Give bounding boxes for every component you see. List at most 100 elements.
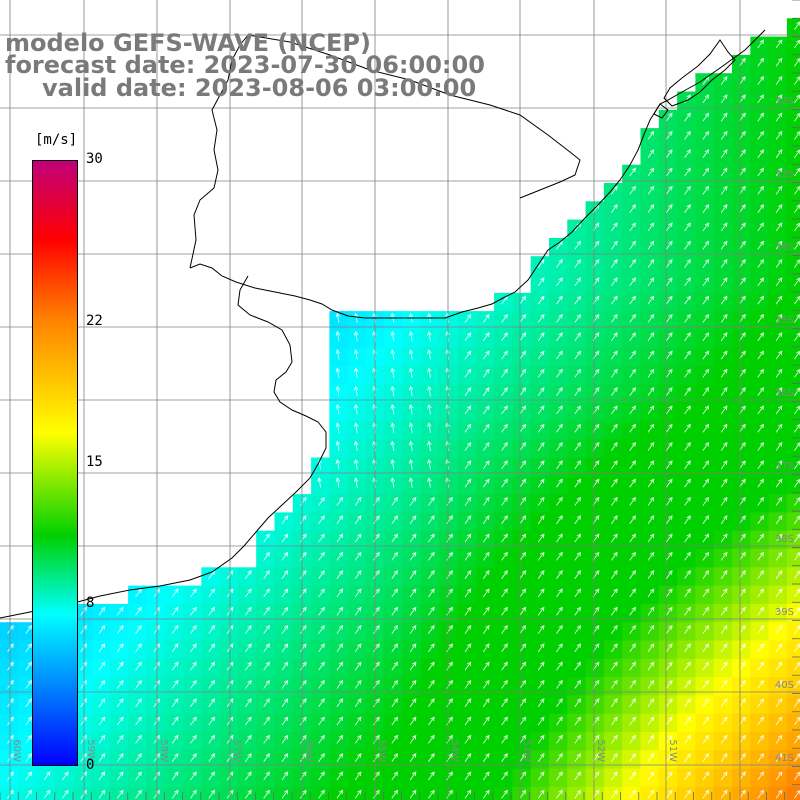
- wind-arrow: [482, 423, 490, 433]
- laguna-dos-patos: [663, 39, 736, 107]
- wind-arrow: [428, 771, 435, 781]
- wind-arrow: [537, 698, 545, 708]
- wind-arrow: [720, 387, 728, 396]
- model-title: modelo GEFS-WAVE (NCEP): [5, 29, 371, 57]
- wind-arrow: [684, 185, 691, 195]
- wind-arrow: [354, 551, 362, 561]
- wind-arrow: [665, 441, 673, 451]
- wind-arrow: [720, 753, 728, 762]
- wind-arrow: [208, 606, 216, 616]
- wind-arrow: [263, 661, 270, 671]
- wind-arrow: [665, 350, 673, 360]
- wind-arrow: [501, 533, 508, 543]
- wind-arrow: [409, 606, 417, 616]
- merin-lagoon: [653, 103, 669, 119]
- wind-arrow: [354, 515, 362, 525]
- wind-arrow: [428, 753, 435, 762]
- wind-arrow: [647, 332, 655, 342]
- wind-speed-cell: [18, 786, 38, 800]
- wind-arrow: [519, 698, 527, 708]
- wind-arrow: [739, 57, 746, 67]
- wind-arrow: [757, 112, 765, 122]
- wind-arrow: [720, 295, 728, 305]
- wind-arrow: [427, 440, 432, 452]
- wind-arrow: [684, 734, 691, 744]
- wind-arrow: [702, 753, 710, 762]
- wind-arrow: [208, 588, 216, 598]
- wind-arrow: [391, 643, 399, 653]
- wind-arrow: [739, 185, 746, 195]
- wind-arrow: [647, 515, 655, 525]
- wind-arrow: [373, 570, 380, 579]
- wind-speed-cell: [786, 494, 800, 513]
- wind-arrow: [408, 403, 414, 415]
- wind-arrow: [574, 258, 582, 268]
- wind-arrow: [409, 496, 417, 506]
- wind-arrow: [702, 277, 710, 287]
- wind-speed-cell: [786, 219, 800, 239]
- wind-arrow: [391, 515, 399, 525]
- wind-arrow: [482, 698, 490, 708]
- wind-arrow: [391, 734, 399, 744]
- wind-arrow: [245, 698, 252, 708]
- wind-arrow: [702, 167, 710, 177]
- wind-arrow: [574, 295, 582, 305]
- wind-arrow: [775, 204, 783, 213]
- wind-arrow: [408, 367, 414, 378]
- wind-arrow: [757, 441, 765, 451]
- wind-arrow: [757, 405, 765, 415]
- wind-arrow: [702, 570, 710, 579]
- wind-arrow: [353, 477, 359, 488]
- wind-arrow: [775, 149, 783, 159]
- wind-arrow: [25, 679, 33, 689]
- wind-arrow: [611, 460, 618, 470]
- wind-arrow: [775, 588, 783, 598]
- wind-arrow: [739, 368, 746, 378]
- wind-speed-cell: [54, 786, 74, 800]
- latitude-label: 32S: [775, 96, 794, 107]
- wind-arrow: [665, 679, 673, 689]
- latitude-label: 37S: [775, 461, 794, 472]
- wind-arrow: [98, 698, 106, 708]
- wind-arrow: [190, 734, 197, 744]
- wind-speed-cell: [420, 786, 440, 800]
- wind-arrow: [647, 167, 655, 177]
- wind-arrow: [482, 387, 490, 396]
- wind-arrow: [281, 661, 289, 671]
- wind-arrow: [245, 789, 252, 799]
- wind-speed-cell: [786, 366, 800, 385]
- wind-arrow: [757, 606, 765, 616]
- wind-arrow: [684, 112, 691, 122]
- wind-arrow: [408, 330, 414, 342]
- wind-arrow: [537, 570, 545, 579]
- wind-arrow: [702, 441, 710, 451]
- wind-arrow: [684, 551, 691, 561]
- wind-speed-cell: [164, 786, 184, 800]
- wind-arrow: [464, 515, 472, 525]
- wind-speed-cell: [695, 786, 715, 800]
- colorbar-unit: [m/s]: [35, 132, 78, 148]
- wind-arrow: [647, 149, 655, 159]
- wind-arrow: [775, 478, 783, 488]
- wind-arrow: [556, 515, 563, 525]
- wind-arrow: [263, 716, 270, 726]
- wind-arrow: [116, 753, 124, 762]
- wind-arrow: [116, 606, 124, 616]
- wind-speed-cell: [786, 549, 800, 568]
- wind-arrow: [519, 771, 527, 781]
- wind-arrow: [556, 496, 563, 506]
- wind-arrow: [775, 515, 783, 525]
- wind-arrow: [775, 753, 783, 762]
- wind-arrow: [263, 698, 270, 708]
- wind-arrow: [665, 588, 673, 598]
- wind-arrow: [720, 624, 728, 634]
- wind-arrow: [409, 734, 417, 744]
- wind-arrow: [574, 698, 582, 708]
- wind-arrow: [684, 295, 691, 305]
- wind-arrow: [775, 679, 783, 689]
- wind-arrow: [611, 478, 618, 488]
- wind-arrow: [574, 588, 582, 598]
- forecast-date: forecast date: 2023-07-30 06:00:00: [5, 51, 485, 79]
- wind-arrow: [684, 222, 691, 232]
- wind-speed-cell: [786, 36, 800, 56]
